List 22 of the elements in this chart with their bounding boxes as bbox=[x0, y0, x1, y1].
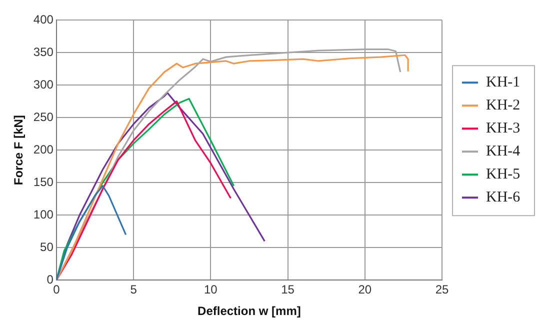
x-tick-label: 10 bbox=[204, 282, 218, 297]
legend-label: KH-4 bbox=[486, 144, 521, 160]
y-tick-label: 0 bbox=[46, 272, 54, 287]
legend-label: KH-2 bbox=[486, 98, 520, 114]
x-tick-label: 5 bbox=[130, 282, 138, 297]
y-tick-label: 150 bbox=[33, 174, 54, 189]
x-tick-label: 15 bbox=[281, 282, 295, 297]
y-tick-label: 250 bbox=[33, 110, 54, 124]
y-tick-label: 300 bbox=[33, 77, 54, 92]
y-tick-label: 50 bbox=[40, 240, 54, 254]
legend-label: KH-5 bbox=[486, 166, 520, 183]
legend-label: KH-1 bbox=[486, 74, 520, 91]
x-tick-label: 25 bbox=[435, 282, 449, 297]
legend-label: KH-3 bbox=[486, 120, 520, 137]
x-tick-label: 20 bbox=[358, 282, 372, 297]
y-tick-label: 100 bbox=[33, 207, 54, 222]
y-tick-label: 350 bbox=[33, 44, 54, 59]
y-tick-label: 200 bbox=[33, 142, 54, 156]
x-axis-title: Deflection w [mm] bbox=[198, 304, 301, 318]
legend-label: KH-6 bbox=[486, 190, 521, 206]
y-tick-label: 400 bbox=[33, 12, 54, 26]
y-axis-title: Force F [kN] bbox=[12, 115, 26, 186]
